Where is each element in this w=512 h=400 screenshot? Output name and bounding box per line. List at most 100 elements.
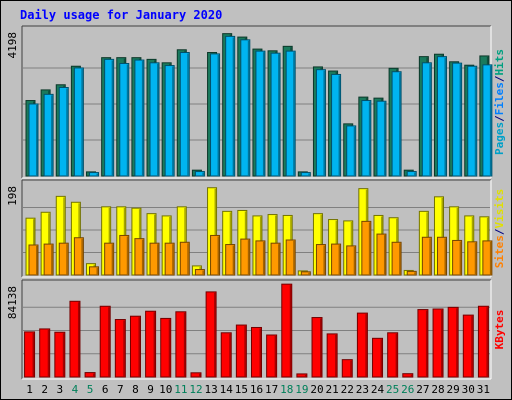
bar-shade — [126, 64, 129, 176]
bar-shade — [247, 40, 250, 177]
bar-shade — [187, 53, 189, 176]
bar-shade — [459, 241, 462, 275]
bar-shade — [350, 360, 352, 377]
bar-sites-day-6 — [104, 242, 115, 276]
bar-shade — [410, 374, 413, 377]
x-tick-day-31: 31 — [477, 383, 490, 396]
bar-files-day-18 — [285, 50, 296, 177]
bar-sites-day-7 — [119, 234, 130, 276]
bar-shade — [157, 63, 159, 176]
x-tick-day-8: 8 — [132, 383, 139, 396]
bar-shade — [489, 65, 492, 176]
legend-entry: Sites — [493, 235, 506, 268]
bar-shade — [51, 95, 53, 176]
bar-sites-day-30 — [467, 241, 478, 276]
bar-files-day-1 — [28, 103, 39, 177]
bar-kbytes-day-6 — [99, 305, 111, 378]
bar-files-day-25 — [391, 71, 402, 177]
bar-files-day-24 — [376, 100, 387, 177]
bar-shade — [441, 310, 443, 377]
bar-shade — [399, 72, 401, 176]
bar-kbytes-day-3 — [54, 331, 66, 378]
bar-kbytes-day-17 — [266, 334, 278, 378]
bar-files-day-21 — [331, 73, 342, 177]
bar-files-day-20 — [315, 69, 326, 177]
bar-shade — [429, 63, 431, 176]
bar-files-day-7 — [119, 62, 130, 177]
bar-shade — [289, 285, 292, 377]
y-max-label: 84138 — [6, 286, 19, 319]
bar-shade — [141, 61, 144, 176]
bar-files-day-14 — [225, 35, 236, 177]
x-tick-day-23: 23 — [356, 383, 369, 396]
bar-kbytes-day-27 — [417, 309, 429, 378]
bar-shade — [474, 67, 477, 176]
bar-shade — [456, 308, 458, 377]
bar-shade — [259, 328, 261, 377]
bar-kbytes-day-30 — [462, 314, 474, 378]
bar-sites-day-8 — [134, 238, 145, 276]
bar-files-day-4 — [73, 67, 84, 177]
bar-files-day-8 — [134, 59, 145, 177]
bar-shade — [232, 245, 235, 275]
bar-sites-day-26 — [406, 270, 417, 276]
bar-shade — [471, 316, 473, 377]
bar-kbytes-day-18 — [281, 283, 293, 378]
bar-shade — [229, 212, 232, 275]
bar-shade — [323, 245, 325, 275]
bar-kbytes-day-22 — [341, 359, 353, 378]
chart-title: Daily usage for January 2020 — [20, 8, 222, 22]
x-tick-day-15: 15 — [235, 383, 248, 396]
bar-sites-day-15 — [240, 238, 251, 276]
bar-shade — [278, 54, 280, 176]
bar-sites-day-14 — [225, 244, 236, 276]
bar-kbytes-day-13 — [205, 291, 217, 378]
legend-entry: / — [493, 115, 506, 122]
bar-shade — [395, 333, 398, 377]
bar-sites-day-31 — [482, 240, 493, 276]
x-tick-day-19: 19 — [295, 383, 308, 396]
bar-sites-day-28 — [436, 236, 447, 276]
bar-shade — [353, 246, 356, 275]
bar-kbytes-day-31 — [477, 305, 489, 378]
x-tick-day-12: 12 — [189, 383, 202, 396]
bar-shade — [441, 197, 443, 275]
bar-shade — [262, 52, 265, 176]
bar-sites-day-3 — [58, 242, 69, 276]
bar-files-day-10 — [164, 65, 175, 177]
bar-shade — [168, 319, 171, 377]
bar-shade — [353, 126, 356, 176]
bar-shade — [368, 101, 371, 176]
bar-shade — [157, 244, 159, 275]
bar-sites-day-2 — [43, 243, 54, 276]
bar-shade — [93, 373, 95, 377]
bar-shade — [111, 244, 114, 275]
bar-kbytes-day-14 — [220, 332, 232, 378]
bar-shade — [111, 60, 114, 177]
legend-entry: Files — [493, 82, 506, 115]
bar-sites-day-19 — [300, 271, 311, 276]
bar-shade — [198, 373, 201, 377]
x-tick-day-3: 3 — [57, 383, 64, 396]
bar-shade — [414, 172, 416, 176]
bar-files-day-5 — [89, 172, 100, 177]
panel-kbytes: 84138 KBytes — [6, 279, 506, 380]
bar-sites-day-23 — [361, 220, 372, 276]
x-tick-day-4: 4 — [72, 383, 79, 396]
bar-shade — [308, 173, 310, 176]
bar-sites-day-11 — [179, 241, 190, 276]
bar-sites-day-21 — [331, 243, 342, 276]
bar-sites-day-1 — [28, 244, 39, 276]
bar-files-day-2 — [43, 93, 54, 177]
bar-kbytes-day-19 — [296, 373, 308, 378]
bar-shade — [202, 172, 204, 176]
bar-files-day-23 — [361, 100, 372, 177]
legend-entry: Visits — [493, 189, 506, 229]
bar-shade — [187, 243, 189, 275]
bar-kbytes-day-10 — [160, 317, 172, 378]
legend-entry: / — [493, 228, 506, 235]
bar-shade — [66, 88, 68, 176]
bar-shade — [229, 333, 231, 377]
bar-files-day-11 — [179, 52, 190, 177]
